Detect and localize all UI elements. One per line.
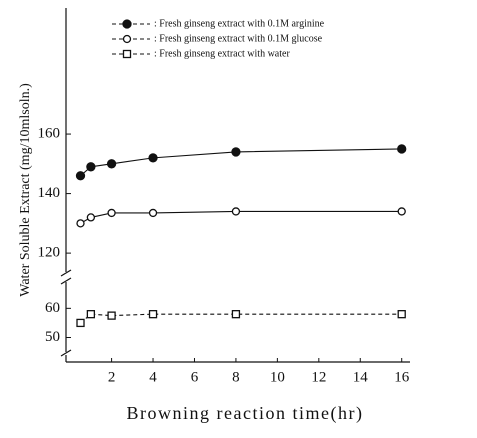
series-line: [80, 210, 402, 224]
y-tick-label: 120: [38, 245, 61, 261]
legend-label: : Fresh ginseng extract with 0.1M glucos…: [154, 33, 323, 44]
y-tick-label: 50: [45, 329, 60, 345]
marker: [106, 159, 117, 169]
marker: [231, 310, 241, 319]
x-axis-label: Browning reaction time(hr): [127, 403, 364, 424]
x-tick-label: 4: [149, 369, 157, 385]
legend-marker: [122, 19, 132, 29]
x-tick-label: 10: [270, 369, 285, 385]
marker: [397, 144, 407, 154]
y-axis: [60, 8, 410, 363]
legend-label: : Fresh ginseng extract with 0.1M argini…: [154, 18, 325, 29]
marker: [107, 208, 116, 218]
marker: [397, 310, 406, 319]
y-tick-label: 140: [38, 185, 61, 201]
marker: [231, 207, 241, 216]
x-tick-label: 14: [353, 369, 369, 385]
y-tick-label: 60: [45, 300, 60, 316]
marker: [75, 171, 86, 181]
marker: [148, 208, 158, 218]
x-tick-label: 2: [108, 369, 116, 385]
y-tick-label: 160: [38, 125, 61, 141]
marker: [76, 318, 85, 328]
x-tick-label: 8: [232, 369, 240, 385]
y-axis-label: Water Soluble Extract (mg/10mlsoln.): [18, 83, 33, 297]
marker: [231, 147, 241, 157]
marker: [397, 207, 406, 216]
series-line: [80, 148, 402, 177]
marker: [86, 213, 96, 222]
marker: [107, 311, 116, 320]
marker: [86, 162, 96, 172]
series-line: [80, 313, 402, 324]
legend-marker: [122, 49, 132, 59]
marker: [76, 219, 85, 228]
marker: [86, 310, 96, 319]
marker: [148, 153, 158, 163]
legend-label: : Fresh ginseng extract with water: [154, 48, 290, 59]
legend-marker: [122, 34, 132, 44]
x-tick-label: 6: [191, 369, 199, 385]
x-tick-label: 12: [311, 369, 326, 385]
x-tick-label: 16: [394, 369, 410, 385]
marker: [148, 310, 158, 319]
